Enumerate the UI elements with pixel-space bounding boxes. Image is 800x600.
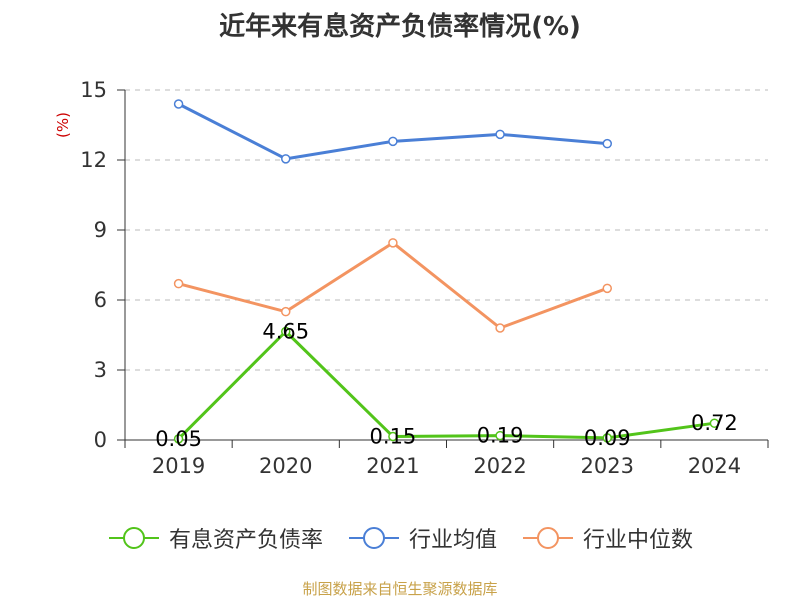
- data-point[interactable]: [602, 433, 612, 443]
- legend-label-industry-mean: 行业均值: [408, 528, 497, 553]
- data-point[interactable]: [388, 136, 398, 147]
- data-point[interactable]: [173, 434, 184, 444]
- y-tick-label: 9: [94, 218, 107, 242]
- x-tick-label: 2023: [581, 454, 634, 478]
- legend-swatch-median-icon: [523, 527, 573, 549]
- legend: 有息资产负债率 行业均值 行业中位数: [0, 518, 800, 558]
- legend-swatch-mean-icon: [348, 527, 399, 549]
- series-line: [177, 330, 715, 440]
- y-tick-label: 6: [94, 288, 107, 312]
- data-point[interactable]: [281, 306, 291, 317]
- x-tick-label: 2024: [688, 454, 741, 478]
- legend-label-industry-median: 行业中位数: [583, 528, 694, 553]
- x-tick-label: 2021: [366, 454, 419, 478]
- y-tick-label: 3: [94, 358, 107, 382]
- data-label: 0.72: [691, 411, 738, 435]
- data-point[interactable]: [495, 323, 505, 333]
- data-source-note: 制图数据来自恒生聚源数据库: [302, 580, 498, 598]
- x-tick-label: 2019: [152, 454, 205, 478]
- y-tick-label: 12: [80, 148, 107, 172]
- data-point[interactable]: [388, 431, 398, 442]
- y-tick-label: 0: [94, 428, 107, 452]
- data-label: 0.19: [477, 424, 524, 448]
- x-tick-label: 2022: [473, 454, 526, 478]
- tick-labels: 0 3 6 9 12 15 2019 2020 2021 2022 2023 2024: [80, 78, 741, 478]
- grid-lines: [125, 89, 768, 371]
- data-point[interactable]: [281, 326, 291, 337]
- data-point[interactable]: [281, 154, 291, 164]
- legend-label-ratio: 有息资产负债率: [168, 528, 323, 553]
- data-point[interactable]: [709, 418, 720, 428]
- y-axis-unit-label: (%): [54, 112, 72, 138]
- data-point[interactable]: [173, 278, 184, 289]
- data-label: 4.65: [262, 320, 309, 344]
- legend-item-industry-median[interactable]: 行业中位数: [521, 522, 693, 554]
- data-label: 0.15: [370, 425, 417, 449]
- data-point[interactable]: [173, 99, 184, 109]
- series-lines: [173, 99, 720, 444]
- legend-item-industry-mean[interactable]: 行业均值: [347, 522, 497, 554]
- legend-item-ratio[interactable]: 有息资产负债率: [107, 522, 323, 554]
- data-point[interactable]: [495, 129, 505, 140]
- chart-title: 近年来有息资产负债率情况(%): [219, 12, 581, 42]
- data-point[interactable]: [602, 138, 612, 149]
- axes: [117, 89, 769, 448]
- data-point[interactable]: [495, 430, 505, 441]
- legend-swatch-ratio-icon: [108, 527, 159, 549]
- data-label: 0.09: [584, 426, 631, 450]
- data-point[interactable]: [388, 238, 398, 248]
- series-line: [178, 241, 608, 330]
- data-label: 0.05: [155, 427, 202, 451]
- x-tick-label: 2020: [259, 454, 312, 478]
- data-labels: 0.05 4.65 0.15 0.19 0.09 0.72: [155, 320, 738, 451]
- y-tick-label: 15: [80, 78, 107, 102]
- data-point[interactable]: [602, 283, 612, 294]
- series-line: [177, 102, 608, 161]
